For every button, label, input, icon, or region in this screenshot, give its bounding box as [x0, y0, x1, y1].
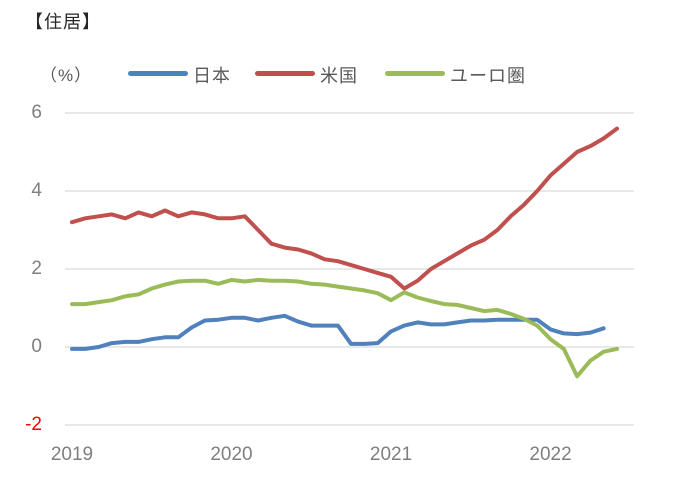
- y-tick-label-0: 0: [31, 336, 42, 357]
- y-tick-label-2: 2: [31, 258, 42, 279]
- euro-area-series-line: [70, 277, 619, 379]
- y-tick-label--2: -2: [25, 414, 42, 435]
- chart-title: 【住居】: [25, 12, 101, 32]
- japan-legend-swatch: [128, 71, 188, 76]
- x-tick-label-2022: 2022: [529, 444, 572, 465]
- euro-area-legend-label: ユーロ圏: [450, 66, 526, 86]
- us-series-line: [70, 126, 619, 291]
- x-tick-label-2019: 2019: [50, 444, 94, 465]
- us-legend-swatch: [255, 71, 315, 76]
- us-legend-label: 米国: [320, 66, 358, 86]
- y-axis-unit-label: （%）: [40, 66, 93, 85]
- japan-series-line: [70, 313, 606, 351]
- x-tick-label-2020: 2020: [210, 444, 253, 465]
- y-tick-label-4: 4: [31, 180, 42, 201]
- x-tick-label-2021: 2021: [369, 444, 413, 465]
- japan-legend-label: 日本: [193, 66, 231, 86]
- y-tick-label-6: 6: [31, 102, 42, 123]
- euro-area-legend-swatch: [385, 71, 445, 76]
